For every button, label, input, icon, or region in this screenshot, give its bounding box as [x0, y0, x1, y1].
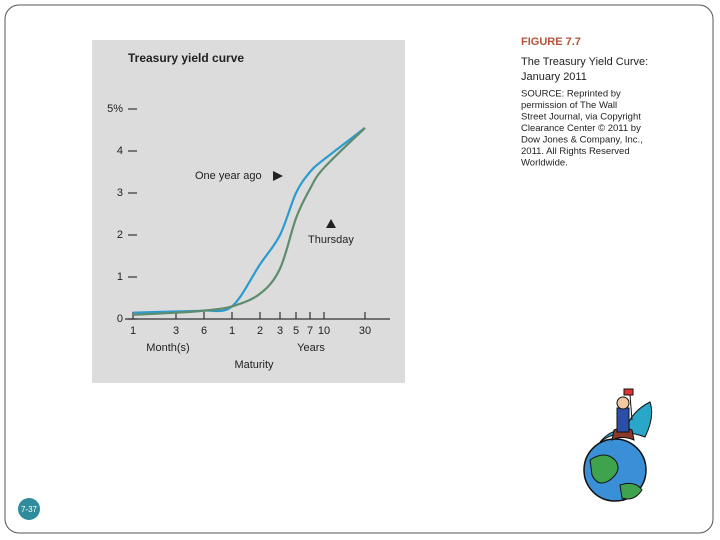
- figure-title: The Treasury Yield Curve:: [521, 56, 648, 68]
- annotation: One year ago: [195, 170, 262, 182]
- y-tick-label: 3: [117, 187, 123, 199]
- y-tick-label: 4: [117, 145, 123, 157]
- x-tick-label: 1: [229, 325, 235, 337]
- series-line: [132, 127, 366, 316]
- x-tick-label: 7: [307, 325, 313, 337]
- x-tick-label: 1: [130, 325, 136, 337]
- x-tick-label: 10: [318, 325, 330, 337]
- source-line: Clearance Center © 2011 by: [521, 123, 641, 134]
- annotation-arrow: [326, 219, 336, 228]
- x-tick-label: 30: [359, 325, 371, 337]
- figure-title: January 2011: [521, 71, 587, 83]
- chart-title: Treasury yield curve: [128, 51, 244, 65]
- x-tick-label: 6: [201, 325, 207, 337]
- clip-art: [583, 388, 653, 502]
- x-tick-label: 2: [257, 325, 263, 337]
- x-tick-label: 5: [293, 325, 299, 337]
- source-line: SOURCE: Reprinted by: [521, 89, 621, 100]
- source-line: Worldwide.: [521, 158, 568, 169]
- x-axis-label: Maturity: [234, 359, 274, 371]
- slide-number-badge: [18, 498, 40, 520]
- source-line: 2011. All Rights Reserved: [521, 146, 630, 157]
- y-tick-label: 1: [117, 271, 123, 283]
- y-tick-label: 2: [117, 229, 123, 241]
- chart-panel: [92, 40, 405, 383]
- figure-number: FIGURE 7.7: [521, 36, 581, 48]
- y-tick-label: 0: [117, 313, 123, 325]
- annotation-arrow: [273, 171, 283, 181]
- annotation: Thursday: [308, 234, 354, 246]
- slide-number: 7-37: [21, 505, 38, 514]
- x-tick-label: 3: [173, 325, 179, 337]
- x-group-label: Month(s): [146, 342, 189, 354]
- source-line: permission of The Wall: [521, 100, 617, 111]
- source-line: Street Journal, via Copyright: [521, 112, 641, 123]
- y-tick-label: 5%: [107, 103, 123, 115]
- source-line: Dow Jones & Company, Inc.,: [521, 135, 643, 146]
- x-tick-label: 3: [277, 325, 283, 337]
- x-group-label: Years: [297, 342, 325, 354]
